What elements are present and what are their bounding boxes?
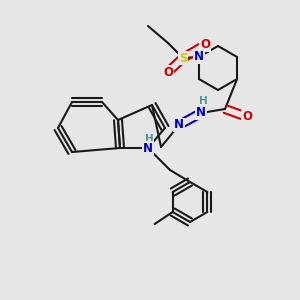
Text: O: O: [242, 110, 252, 124]
Text: N: N: [174, 118, 184, 131]
Text: H: H: [145, 134, 153, 144]
Text: O: O: [163, 65, 173, 79]
Text: N: N: [194, 50, 204, 64]
Text: N: N: [143, 142, 153, 154]
Text: S: S: [179, 52, 187, 64]
Text: H: H: [199, 96, 207, 106]
Text: N: N: [196, 106, 206, 119]
Text: O: O: [200, 38, 210, 52]
